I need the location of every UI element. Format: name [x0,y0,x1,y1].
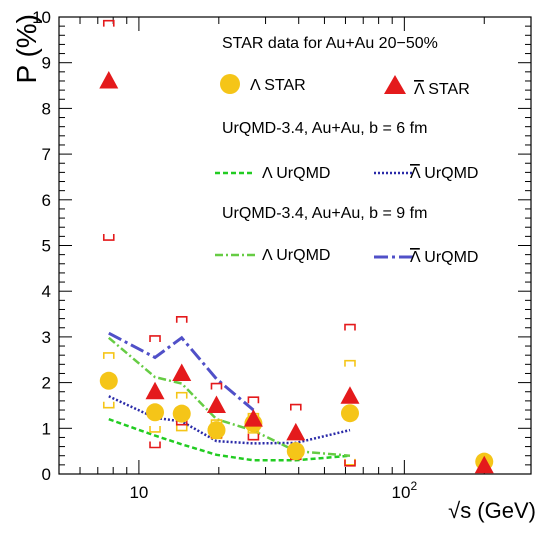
legend-antilambda-urqmd-b6-symbol: Λ [410,165,421,182]
sys-bracket-upper [290,403,302,411]
sys-bracket-upper [210,382,223,390]
sys-bracket-upper [102,19,115,27]
lambda-star-point [286,442,305,461]
axis-ticks [58,16,532,475]
lambda-star-point [99,371,118,390]
x-axis-label: √s (GeV) [448,498,536,523]
sys-bracket-upper [247,396,260,404]
x-tick-label: 102 [392,479,418,502]
y-tick-label: 6 [42,191,51,210]
y-tick-label: 5 [42,237,51,256]
legend-header-b6: UrQMD-3.4, Au+Au, b = 6 fm [222,120,427,137]
legend-lambda-star-marker [220,74,240,94]
sys-bracket-lower [149,441,161,449]
legend-antilambda-star-marker [384,75,406,94]
sys-bracket-upper [344,323,356,331]
legend-antilambda-star-rest: STAR [424,81,470,98]
legend-header-b9: UrQMD-3.4, Au+Au, b = 9 fm [222,205,427,222]
lambda-star-point [207,421,226,440]
y-tick-label: 0 [42,465,51,484]
y-axis-label: P (%) [11,14,42,84]
antilambda-star-point [474,455,494,474]
model-line-dashdot [107,336,351,457]
sys-bracket-lower [102,401,115,409]
data-points [99,70,494,474]
legend-lambda-urqmd-b6: Λ UrQMD [262,165,330,182]
y-tick-label: 1 [42,419,51,438]
sys-bracket-lower [344,459,356,467]
sys-bracket-upper [102,352,115,359]
antilambda-star-point [243,409,263,427]
legend-antilambda-star: Λ STAR [414,81,470,98]
sys-bracket-lower [175,418,188,426]
sys-bracket-lower [175,424,188,432]
legend-lambda-urqmd-b9: Λ UrQMD [262,247,330,264]
sys-bracket-lower [247,433,260,441]
antilambda-star-point [172,363,192,381]
sys-bracket-upper [344,359,356,367]
sys-bracket-upper [149,335,161,342]
antilambda-star-point [286,422,306,441]
lambda-star-point [172,404,191,423]
legend: STAR data for Au+Au 20−50% Λ STAR Λ STAR… [215,35,478,266]
legend-antilambda-urqmd-b9: Λ UrQMD [410,249,478,266]
x-tick-label-base: 10 [129,483,148,502]
x-tick-label-base: 10 [392,483,411,502]
legend-antilambda-star-symbol: Λ [414,81,425,98]
legend-antilambda-urqmd-b6-rest: UrQMD [420,165,479,182]
y-tick-label: 9 [42,54,51,73]
model-line-longdash [108,331,255,412]
legend-lambda-star: Λ STAR [250,77,306,94]
antilambda-star-point [145,381,165,400]
sys-bracket-lower [149,425,161,433]
legend-antilambda-urqmd-b6: Λ UrQMD [410,165,478,182]
y-tick-label: 4 [42,282,51,301]
antilambda-star-point [206,395,226,413]
y-tick-label: 8 [42,99,51,118]
y-tick-label: 10 [32,8,51,27]
legend-antilambda-urqmd-b9-rest: UrQMD [420,249,479,266]
y-tick-label: 3 [42,328,51,347]
x-tick-label: 10 [129,483,148,502]
y-tick-label: 7 [42,145,51,164]
y-tick-label: 2 [42,374,51,393]
antilambda-star-point [340,386,360,404]
sys-bracket-upper [175,315,188,323]
legend-antilambda-urqmd-b9-symbol: Λ [410,249,421,266]
x-tick-label-exponent: 2 [410,479,417,493]
sys-bracket-upper [175,391,188,399]
lambda-star-point [340,404,359,423]
model-line-dashed [108,418,351,462]
sys-bracket-lower [102,234,115,241]
antilambda-star-point [99,70,119,89]
legend-header-star: STAR data for Au+Au 20−50% [222,35,438,52]
lambda-star-point [146,403,165,422]
